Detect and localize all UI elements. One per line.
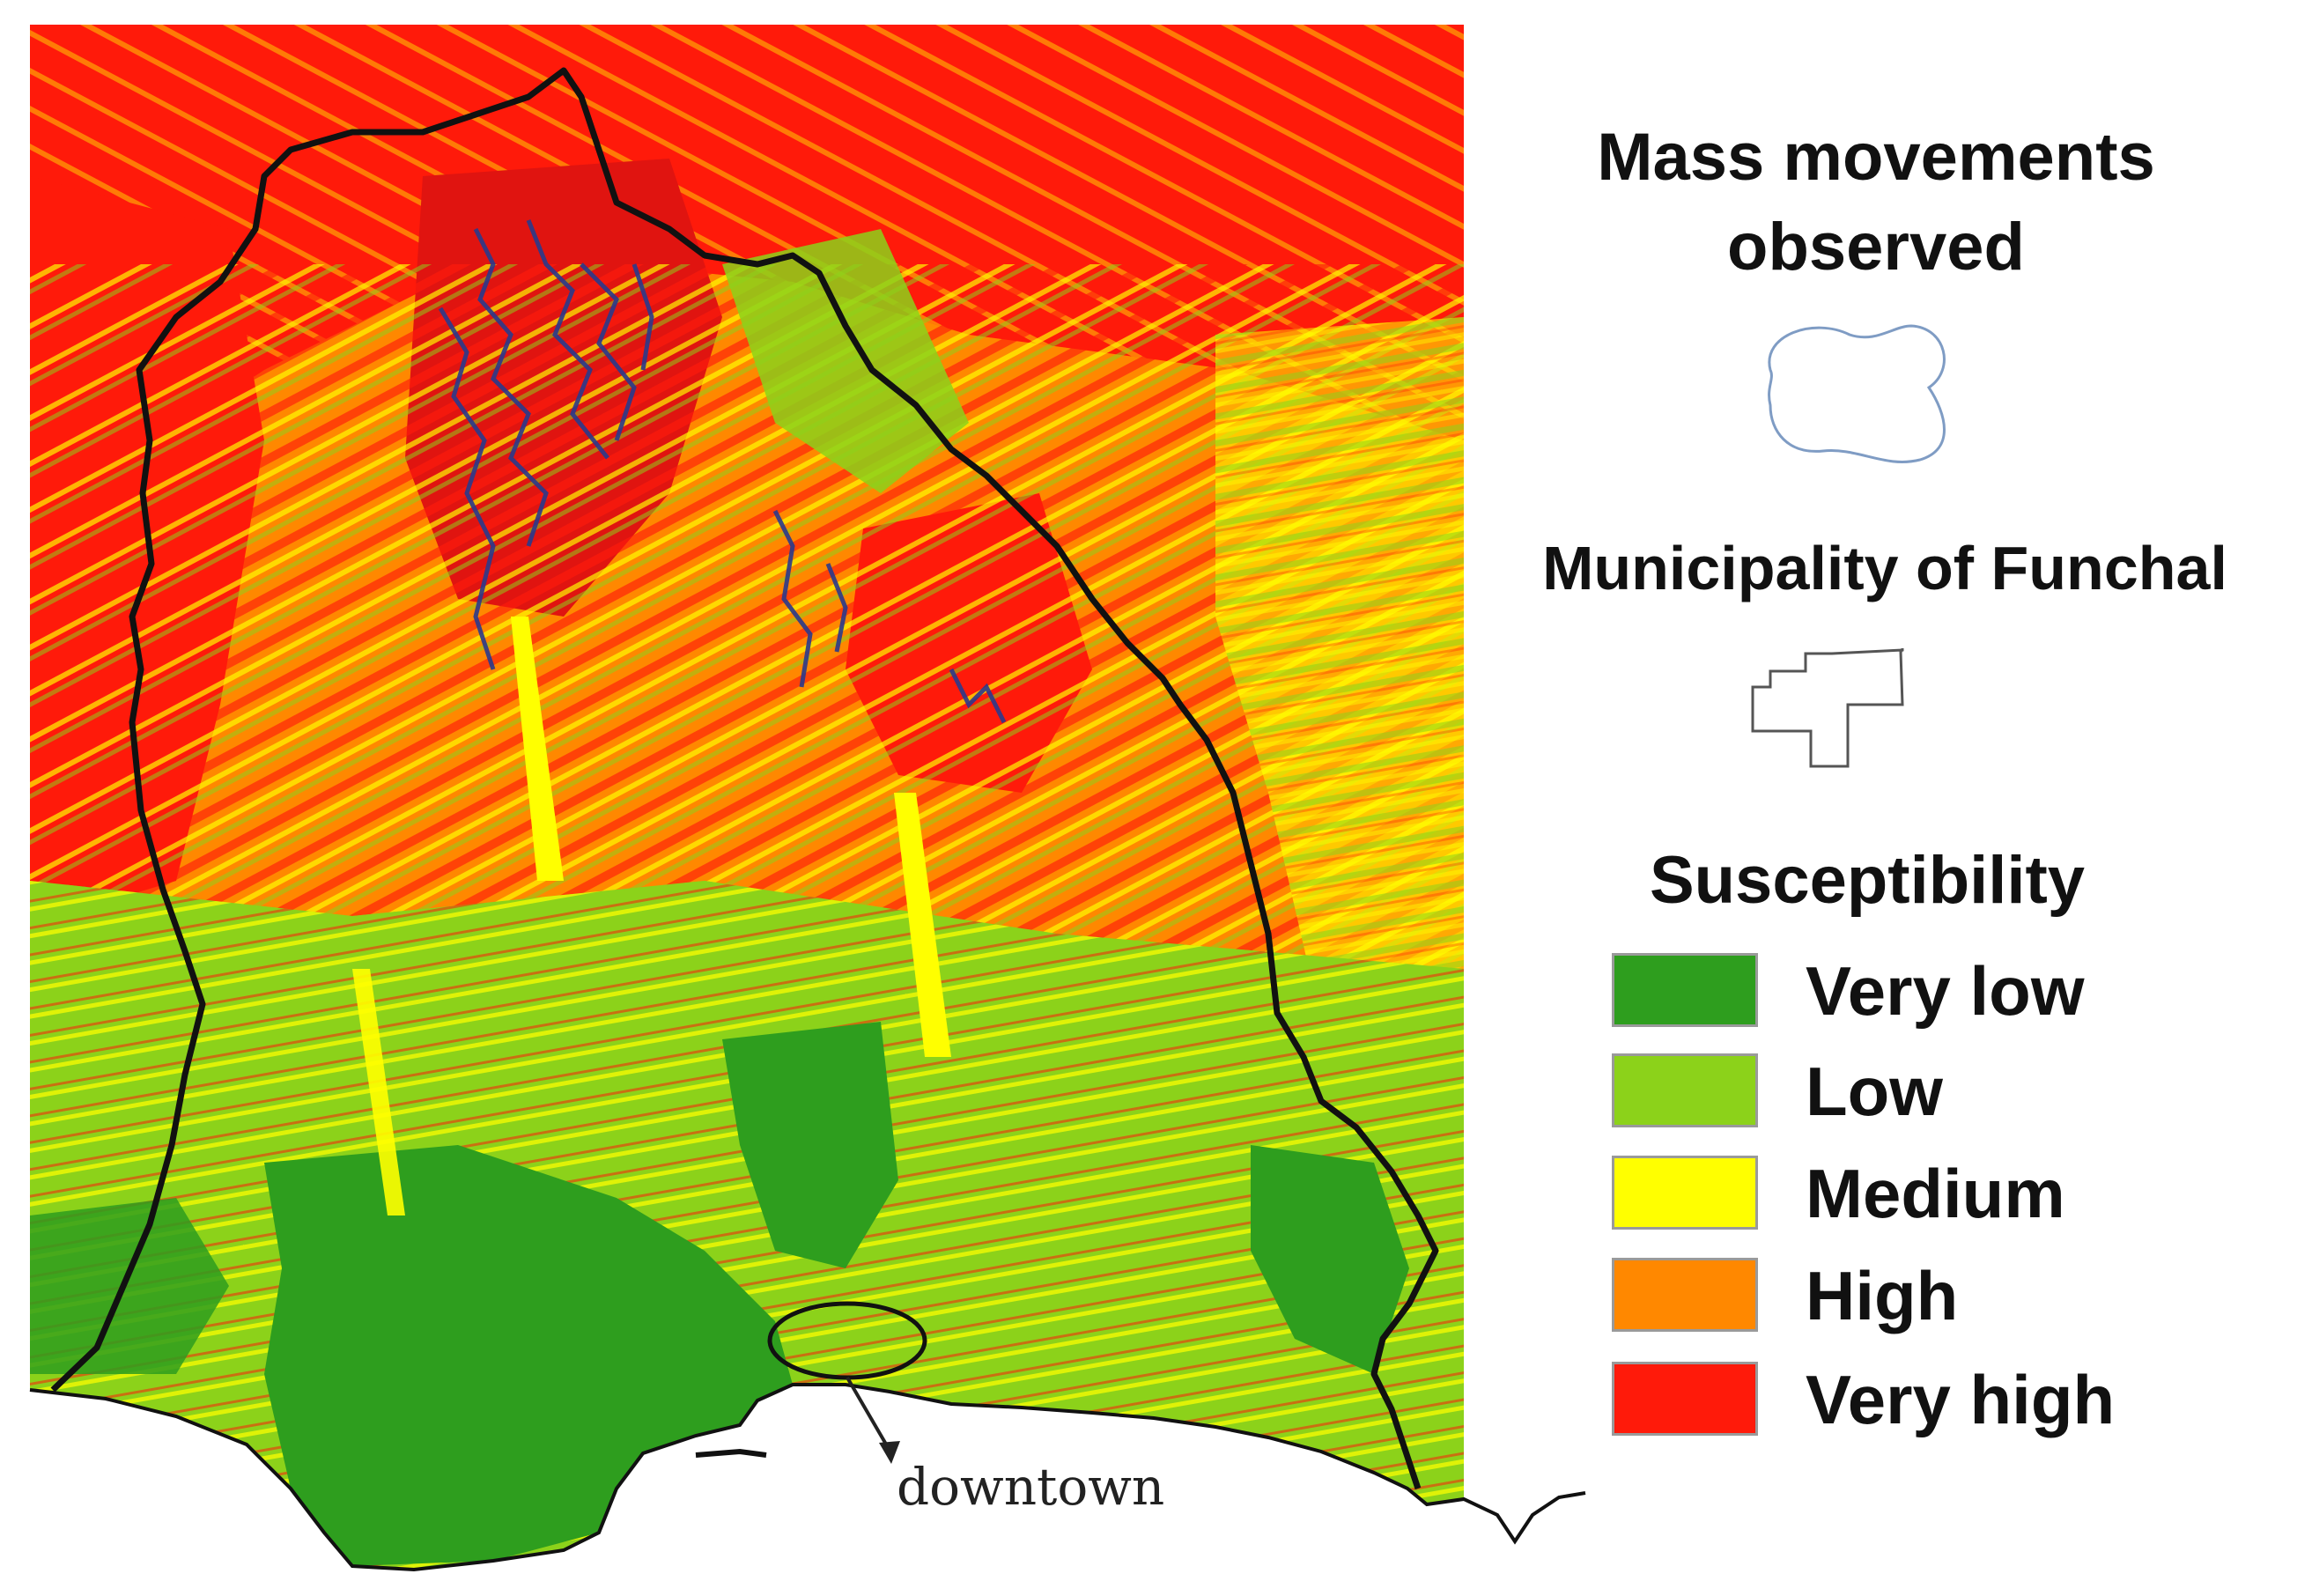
mass-movements-title: Mass movements observed [1597,120,2155,284]
downtown-label: downtown [897,1457,1165,1517]
downtown-arrow [846,1376,900,1464]
coastline [29,1383,1586,1572]
harbour-pier [695,1448,767,1458]
susceptibility-title: Susceptibility [1649,843,2086,918]
legend-swatch-low [1612,1053,1758,1127]
legend-swatch-medium [1612,1156,1758,1230]
legend-label-very-low: Very low [1806,952,2085,1030]
legend-label-high: High [1806,1257,1959,1334]
boundary-outline-icon [1751,648,1904,768]
legend-label-very-high: Very high [1806,1361,2116,1438]
legend-label-medium: Medium [1806,1155,2065,1232]
susceptibility-raster [30,25,1464,1570]
legend-swatch-very-low [1612,953,1758,1027]
legend-label-low: Low [1806,1053,1943,1130]
blob-outline-icon [1768,324,1946,463]
mass-movements-layer [438,219,1007,724]
municipality-boundary [50,67,1439,1490]
municipality-title: Municipality of Funchal [1542,534,2227,602]
legend-swatch-high [1612,1258,1758,1332]
legend-swatch-very-high [1612,1362,1758,1436]
